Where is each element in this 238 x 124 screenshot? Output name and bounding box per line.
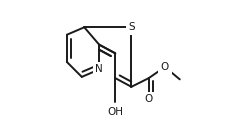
- Text: O: O: [161, 62, 169, 72]
- Text: O: O: [145, 94, 153, 104]
- Text: S: S: [128, 22, 135, 32]
- Text: OH: OH: [107, 107, 123, 117]
- Text: N: N: [95, 64, 103, 74]
